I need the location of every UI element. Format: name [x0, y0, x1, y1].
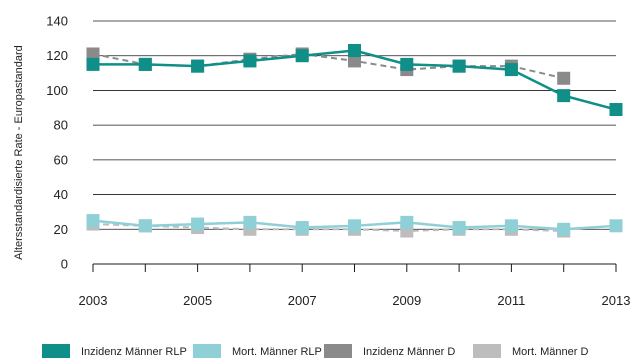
- point-inzidenz-männer-rlp-2007: [295, 49, 309, 63]
- point-mort-männer-rlp-2004: [138, 219, 152, 233]
- point-mort-männer-rlp-2012: [557, 222, 571, 236]
- point-mort-männer-rlp-2007: [295, 221, 309, 235]
- point-inzidenz-männer-rlp-2006: [243, 54, 257, 68]
- legend-label-mort-männer-d: Mort. Männer D: [512, 346, 588, 358]
- y-tick-label-20: 20: [54, 222, 68, 237]
- legend-swatch-mort-männer-d: [473, 344, 501, 358]
- y-tick-label-100: 100: [46, 83, 68, 98]
- legend-label-inzidenz-männer-rlp: Inzidenz Männer RLP: [81, 346, 187, 358]
- x-tick-label-2009: 2009: [392, 293, 421, 308]
- point-inzidenz-männer-d-2012: [557, 71, 571, 85]
- point-inzidenz-männer-rlp-2003: [86, 57, 100, 71]
- y-tick-label-60: 60: [54, 152, 68, 167]
- point-inzidenz-männer-rlp-2012: [557, 89, 571, 103]
- x-tick-label-2011: 2011: [497, 293, 525, 308]
- point-inzidenz-männer-rlp-2010: [452, 59, 466, 73]
- y-axis-title: Altersstandardisierte Rate - Europastand…: [13, 45, 25, 260]
- x-axis-ticks: 2003 2005 2007 2009 2011 2013: [79, 264, 630, 308]
- point-mort-männer-rlp-2011: [504, 219, 518, 233]
- x-tick-label-2003: 2003: [79, 293, 108, 308]
- y-tick-label-140: 140: [46, 14, 68, 29]
- series-line-mort-männer-d: [92, 223, 564, 233]
- point-inzidenz-männer-d-2003: [86, 47, 100, 61]
- series-line-inzidenz-männer-d: [92, 52, 564, 80]
- y-axis-ticks: 0 20 40 60 80 100 120 140: [46, 14, 68, 272]
- y-tick-label-120: 120: [46, 48, 68, 63]
- point-mort-männer-rlp-2013: [609, 219, 623, 233]
- series-group: [86, 44, 623, 238]
- legend-swatch-mort-männer-rlp: [193, 344, 221, 358]
- point-mort-männer-rlp-2003: [86, 214, 100, 228]
- point-mort-männer-rlp-2010: [452, 221, 466, 235]
- point-mort-männer-rlp-2005: [191, 217, 205, 231]
- point-inzidenz-männer-rlp-2008: [348, 44, 361, 58]
- point-inzidenz-männer-rlp-2005: [191, 59, 205, 73]
- point-mort-männer-rlp-2006: [243, 215, 257, 229]
- x-tick-label-2007: 2007: [288, 293, 317, 308]
- legend-label-inzidenz-männer-d: Inzidenz Männer D: [363, 346, 455, 358]
- y-tick-label-40: 40: [54, 187, 68, 202]
- point-inzidenz-männer-rlp-2013: [609, 103, 623, 117]
- legend-swatch-inzidenz-männer-rlp: [42, 344, 70, 358]
- y-tick-label-0: 0: [61, 257, 68, 272]
- point-inzidenz-männer-rlp-2011: [504, 63, 518, 77]
- point-inzidenz-männer-rlp-2009: [400, 57, 414, 71]
- legend: Inzidenz Männer RLP Mort. Männer RLP Inzid…: [42, 344, 588, 358]
- point-inzidenz-männer-d-2008: [348, 54, 361, 68]
- legend-swatch-inzidenz-männer-d: [324, 344, 352, 358]
- y-tick-label-80: 80: [54, 118, 68, 133]
- point-inzidenz-männer-rlp-2004: [138, 57, 152, 71]
- x-tick-label-2013: 2013: [602, 293, 630, 308]
- point-mort-männer-rlp-2009: [400, 215, 414, 229]
- legend-label-mort-männer-rlp: Mort. Männer RLP: [232, 346, 322, 358]
- x-tick-label-2005: 2005: [183, 293, 212, 308]
- point-mort-männer-rlp-2008: [348, 219, 361, 233]
